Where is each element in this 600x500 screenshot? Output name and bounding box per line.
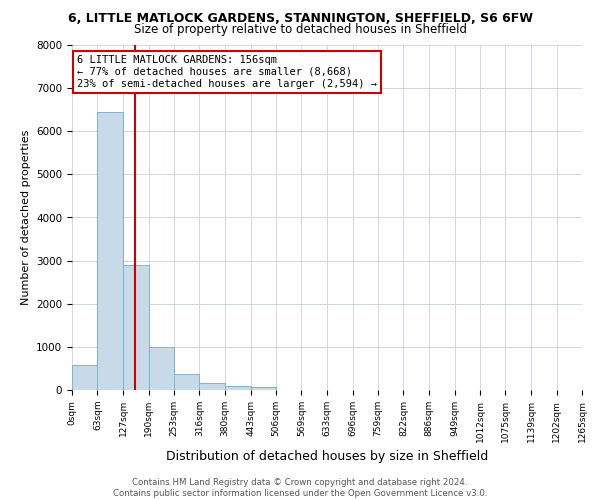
Bar [97, 112, 123, 390]
Text: 6 LITTLE MATLOCK GARDENS: 156sqm
← 77% of detached houses are smaller (8,668)
23: 6 LITTLE MATLOCK GARDENS: 156sqm ← 77% o… [77, 56, 377, 88]
Bar [174, 374, 199, 390]
Y-axis label: Number of detached properties: Number of detached properties [20, 130, 31, 305]
Bar [123, 265, 149, 390]
Text: Contains HM Land Registry data © Crown copyright and database right 2024.
Contai: Contains HM Land Registry data © Crown c… [113, 478, 487, 498]
Bar [149, 347, 174, 390]
X-axis label: Distribution of detached houses by size in Sheffield: Distribution of detached houses by size … [166, 450, 488, 463]
Bar [199, 382, 225, 390]
Text: 6, LITTLE MATLOCK GARDENS, STANNINGTON, SHEFFIELD, S6 6FW: 6, LITTLE MATLOCK GARDENS, STANNINGTON, … [67, 12, 533, 26]
Text: Size of property relative to detached houses in Sheffield: Size of property relative to detached ho… [133, 22, 467, 36]
Bar [225, 386, 251, 390]
Bar [251, 388, 276, 390]
Bar [72, 365, 97, 390]
